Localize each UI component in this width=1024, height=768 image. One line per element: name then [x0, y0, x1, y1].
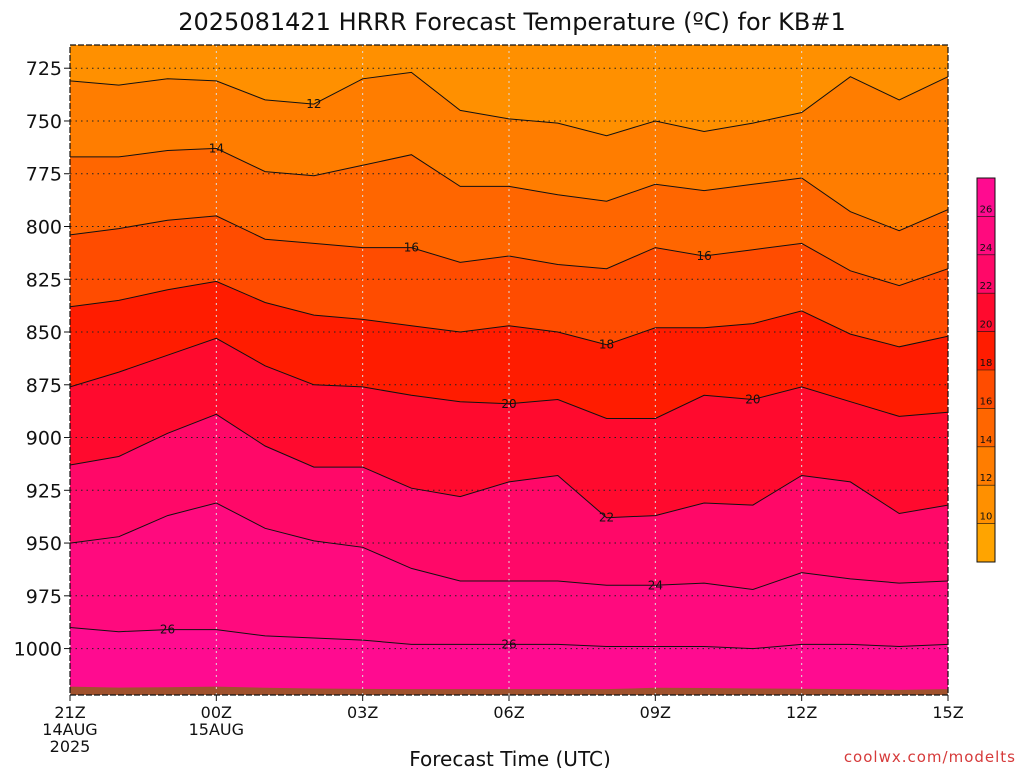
colorbar-label: 26 — [980, 204, 993, 215]
contour-label: 16 — [404, 241, 419, 255]
isotherm-line — [70, 413, 948, 519]
y-tick-label: 950 — [26, 533, 62, 555]
contour-label: 18 — [599, 338, 614, 352]
x-tick-label: 03Z — [347, 703, 378, 722]
colorbar-label: 18 — [980, 358, 993, 369]
isotherm-line — [70, 215, 948, 287]
x-tick-label: 00Z — [201, 703, 232, 722]
contour-label: 20 — [501, 397, 516, 411]
colorbar-label: 16 — [980, 396, 993, 407]
y-tick-label: 800 — [26, 216, 62, 238]
colorbar-label: 22 — [980, 281, 993, 292]
y-tick-label: 775 — [26, 164, 62, 186]
colorbar-swatch — [977, 370, 995, 409]
y-tick-label: 825 — [26, 269, 62, 291]
y-tick-label: 925 — [26, 480, 62, 502]
x-tick-label: 21Z — [54, 703, 85, 722]
x-tick-label: 14AUG — [42, 720, 97, 739]
colorbar-label: 24 — [980, 243, 993, 254]
isotherm-line — [70, 147, 948, 232]
contour-label: 12 — [306, 97, 321, 111]
y-tick-label: 975 — [26, 586, 62, 608]
colorbar-legend: 26 24 22 20 18 16 14 12 10 — [976, 177, 996, 563]
colorbar-swatch — [977, 446, 995, 486]
colorbar-swatch — [977, 485, 995, 525]
chart-title: 2025081421 HRRR Forecast Temperature (ºC… — [178, 8, 846, 36]
contour-label: 22 — [599, 511, 614, 525]
plot-frame — [69, 44, 949, 696]
x-tick-label: 15Z — [932, 703, 963, 722]
colorbar-label: 12 — [980, 473, 993, 484]
y-tick-label: 850 — [26, 322, 62, 344]
terrain-fill — [70, 686, 948, 695]
contour-label: 14 — [209, 141, 224, 155]
x-tick-label: 12Z — [786, 703, 817, 722]
y-tick-label: 1000 — [14, 639, 62, 661]
credit-text: coolwx.com/modelts — [844, 748, 1016, 766]
colorbar-swatch — [977, 523, 995, 563]
colorbar-label: 14 — [980, 435, 993, 446]
y-tick-label: 725 — [26, 58, 62, 80]
y-tick-label: 900 — [26, 428, 62, 450]
isotherm-line — [70, 71, 948, 137]
isotherm-line — [70, 627, 948, 650]
colorbar-swatch — [977, 293, 995, 333]
contour-label: 20 — [745, 393, 760, 407]
contour-label: 26 — [160, 623, 175, 637]
isotherm-line — [70, 502, 948, 591]
band-fill — [70, 627, 948, 695]
contour-label: 24 — [648, 578, 663, 592]
colorbar-swatch — [977, 331, 995, 371]
x-tick-label: 09Z — [640, 703, 671, 722]
contour-label: 16 — [696, 249, 711, 263]
colorbar-label: 10 — [980, 512, 993, 523]
x-tick-label: 06Z — [493, 703, 524, 722]
contour-fills: 12 14 16 16 18 20 20 22 24 26 26 — [70, 45, 948, 695]
contour-label: 26 — [501, 637, 516, 651]
band-fill — [70, 45, 948, 136]
colorbar-swatch — [977, 254, 995, 294]
colorbar-swatch — [977, 408, 995, 448]
x-tick-label: 15AUG — [189, 720, 244, 739]
x-axis-title: Forecast Time (UTC) — [409, 747, 611, 768]
isotherm-line — [70, 280, 948, 348]
colorbar-label: 20 — [980, 320, 993, 331]
x-tick-label: 2025 — [50, 737, 91, 756]
y-axis: 725 750 775 800 825 850 875 900 925 950 975 1000 — [14, 58, 70, 661]
colorbar-swatch — [977, 216, 995, 256]
isotherm-line — [70, 337, 948, 419]
y-tick-label: 750 — [26, 111, 62, 133]
colorbar-swatch — [977, 178, 995, 217]
y-tick-label: 875 — [26, 375, 62, 397]
plot-area: 12 14 16 16 18 20 20 22 24 26 26 — [69, 44, 949, 696]
